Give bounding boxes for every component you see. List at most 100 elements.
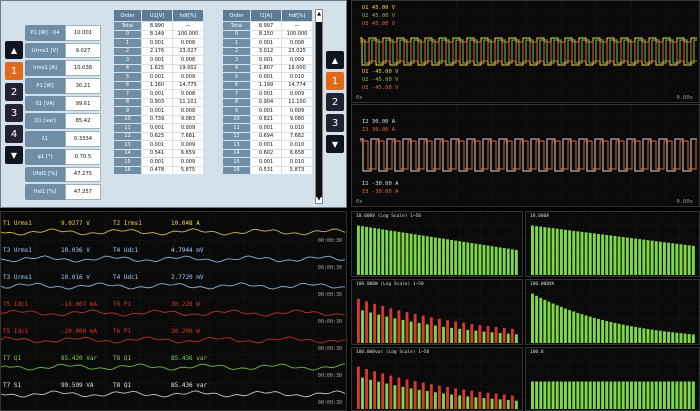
table-row: 0 8.150 100.000 (223, 30, 312, 38)
harmonic-bar (490, 332, 494, 343)
param-row[interactable]: P1 [W] · U4 10.001 (25, 25, 101, 41)
table-cell: 14.774 (282, 81, 312, 89)
table-page-2-button[interactable]: 2 (326, 93, 344, 111)
harmonic-bar-plot (526, 348, 699, 410)
param-row[interactable]: Irms1 [A] 10.038 (25, 60, 101, 77)
harmonic-bar (482, 331, 486, 343)
table-row: 16 0.478 5.875 (114, 166, 203, 174)
page-1-button[interactable]: 1 (5, 62, 23, 80)
table-cell: 0.531 (251, 166, 281, 174)
harmonic-bar (442, 238, 445, 275)
scrollbar-thumb[interactable] (316, 22, 322, 197)
harmonic-bar (564, 229, 567, 275)
page-3-button[interactable]: 3 (5, 104, 23, 122)
harmonic-bar (683, 381, 687, 409)
table-cell: 0.001 (142, 107, 172, 115)
table-cell: 1 (223, 39, 250, 47)
harmonic-bar (650, 329, 654, 343)
harmonic-bar (429, 236, 433, 275)
trend-channel-label: T6 P1 (113, 328, 132, 335)
table-cell: 8 (223, 98, 250, 106)
harmonic-bar (535, 381, 539, 409)
trend-channel-label: T7 S1 (3, 382, 22, 389)
param-row[interactable]: λ1 0.3334 (25, 131, 101, 147)
harmonic-bar (663, 331, 666, 343)
table-cell: 9.083 (173, 115, 203, 123)
harmonic-bar (588, 316, 592, 343)
trend-channel-label: T3 Urms1 (3, 274, 32, 281)
table-cell: 19.002 (173, 64, 203, 72)
param-row[interactable]: S1 [VA] 99.61 (25, 95, 101, 112)
page-up-button[interactable]: ▲ (5, 41, 23, 59)
harmonic-bar (425, 236, 429, 275)
trend-time-label: 00:00:30 (317, 238, 342, 244)
param-row[interactable]: Q1 [var] 85.42 (25, 113, 101, 130)
harmonic-bar (572, 311, 576, 343)
table-cell: 3 (223, 56, 250, 64)
table-row: 6 1.199 14.774 (223, 81, 312, 89)
page-4-button[interactable]: 4 (5, 125, 23, 143)
scroll-up-icon[interactable]: ▲ (317, 11, 321, 17)
harmonic-bar (454, 321, 458, 343)
param-row[interactable]: Urms1 [V] 9.027 (25, 42, 101, 59)
harmonic-bar (365, 226, 368, 275)
table-cell: 0.001 (142, 73, 172, 81)
param-row[interactable]: P1 [W] 30.21 (25, 78, 101, 94)
harmonic-bar (667, 331, 671, 343)
table-page-3-button[interactable]: 3 (326, 114, 344, 132)
harmonic-bar (617, 381, 621, 409)
harmonic-bar (502, 394, 506, 409)
param-row[interactable]: Ihd1 [%] 47.257 (25, 184, 101, 200)
harmonic-bar (547, 381, 551, 409)
table-row: 2 2.176 23.027 (114, 47, 203, 55)
harmonic-bar (389, 230, 393, 275)
table-cell: 0.001 (142, 56, 172, 64)
table-cell: 8.997 (251, 22, 281, 30)
harmonic-bar-plot (352, 348, 522, 410)
harmonic-bar (617, 236, 621, 275)
trend-channel-label: T2 Irms1 (113, 220, 142, 227)
harmonic-bar (486, 326, 490, 343)
param-row[interactable]: Uhd1 [%] 47.275 (25, 166, 101, 183)
harmonic-bar (385, 383, 389, 409)
table-row: 5 0.001 0.009 (114, 73, 203, 81)
harmonic-table-current: Order I1[A] hdf[%] Total 8.997—0 8.150 100.000… (222, 9, 313, 175)
table-up-button[interactable]: ▲ (326, 51, 344, 69)
harmonic-bar (559, 381, 563, 409)
table-cell: 15 (223, 158, 250, 166)
harmonic-bar (482, 244, 486, 275)
bar-panel-title: 100.000W (Log Scale) 1~50 (356, 282, 424, 287)
table-cell: Total (114, 22, 141, 30)
page-down-button[interactable]: ▼ (5, 146, 23, 164)
harmonic-bar (373, 228, 377, 275)
trend-channel-label: T7 Q1 (3, 355, 22, 362)
table-page-1-button[interactable]: 1 (326, 72, 344, 90)
harmonic-bar (393, 231, 397, 275)
harmonic-bar (671, 332, 675, 343)
table-row: 9 0.001 0.008 (114, 107, 203, 115)
harmonic-bar (621, 237, 625, 275)
harmonic-bar (462, 241, 466, 275)
harmonic-bar (625, 381, 629, 409)
harmonic-bar (421, 382, 425, 409)
table-down-button[interactable]: ▼ (326, 135, 344, 153)
harmonic-bar (438, 385, 441, 409)
parameter-list: P1 [W] · U4 10.001 Urms1 [V] 9.027 Irms1 [A]… (25, 25, 101, 202)
table-scrollbar[interactable]: ▲ ▼ (315, 9, 323, 204)
trend-channel-value: 30.220 W (171, 301, 200, 308)
harmonic-bar (609, 235, 613, 275)
harmonic-bar (417, 323, 421, 343)
page-2-button[interactable]: 2 (5, 83, 23, 101)
harmonic-bar (605, 381, 609, 409)
harmonic-bar (482, 398, 486, 409)
harmonic-bar (588, 381, 592, 409)
harmonic-bar (438, 238, 441, 275)
table-cell: 0.009 (173, 158, 203, 166)
scroll-down-icon[interactable]: ▼ (317, 196, 321, 202)
harmonic-bar (543, 299, 547, 343)
trend-channel-value: 9.0277 V (61, 220, 90, 227)
harmonic-bar (646, 328, 650, 343)
table-cell: 14 (114, 149, 141, 157)
param-row[interactable]: φ1 [°] 0.70.5 (25, 148, 101, 165)
harmonic-bar (687, 245, 691, 275)
